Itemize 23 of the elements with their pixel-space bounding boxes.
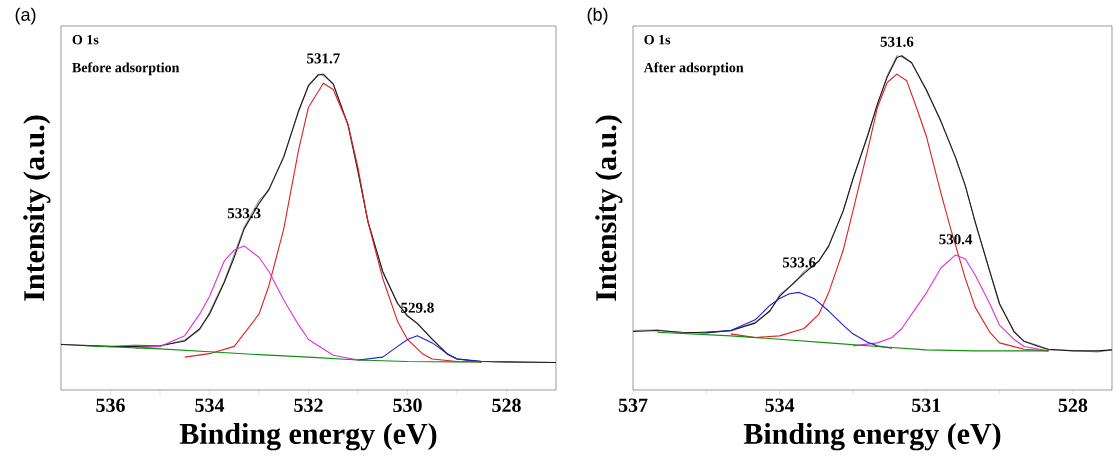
- x-tick-label: 534: [195, 398, 225, 412]
- x-tick-label: 534: [765, 398, 795, 412]
- x-axis-title: Binding energy (eV): [743, 422, 1001, 451]
- x-tick-label: 536: [96, 398, 125, 412]
- x-tick-label: 531: [912, 398, 941, 412]
- annotation: After adsorption: [643, 62, 744, 76]
- y-axis-title: Intensity (a.u.): [595, 115, 623, 301]
- x-tick-label: 532: [294, 398, 323, 412]
- annotation: 531.7: [307, 53, 340, 64]
- annotation: 529.8: [401, 302, 434, 313]
- annotation: 533.6: [782, 257, 816, 268]
- text: O 1s: [72, 34, 99, 45]
- chart-title: (a): [15, 7, 36, 25]
- y-axis-title: Intensity (a.u.): [23, 115, 51, 301]
- x-tick-label: 528: [492, 398, 521, 413]
- x-tick-label: 530: [393, 398, 422, 413]
- x-tick-label: 528: [1058, 398, 1088, 413]
- x-axis-title: Binding energy (eV): [179, 422, 437, 451]
- annotation: Before adsorption: [72, 62, 180, 76]
- annotation: 531.6: [880, 36, 914, 47]
- text: O 1s: [644, 34, 671, 45]
- x-tick-label: 537: [618, 398, 648, 412]
- chart-title: (b): [587, 7, 608, 25]
